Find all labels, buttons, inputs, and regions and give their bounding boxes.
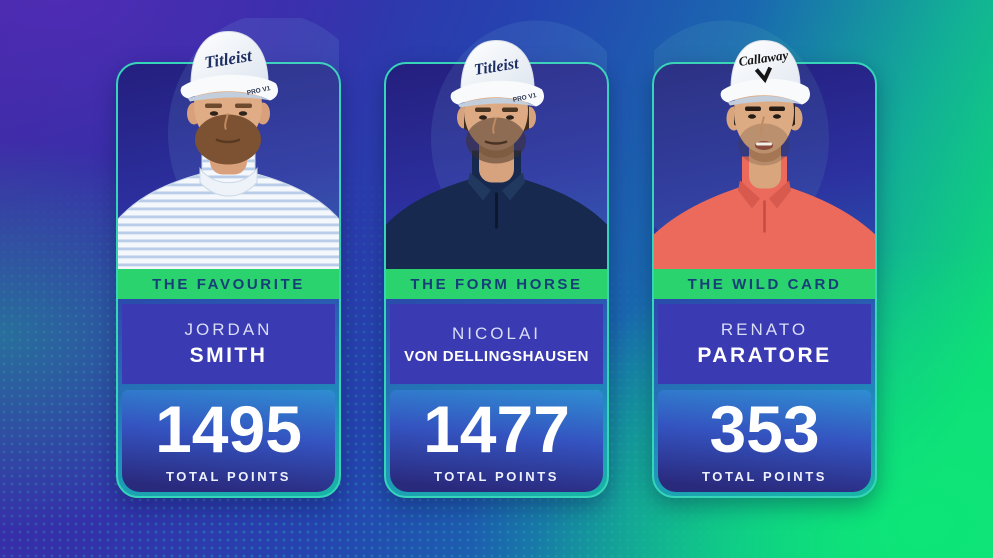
points-label: TOTAL POINTS (701, 469, 828, 485)
player-last-name: PARATORE (697, 344, 832, 367)
callaway-logo-text: Callaway (738, 47, 790, 69)
mouth (215, 138, 241, 144)
collar-left (468, 172, 491, 201)
points-value: 353 (709, 391, 820, 466)
eye-right (506, 115, 514, 120)
cap-brim-shadow (188, 92, 270, 102)
cap-brim-shadow (728, 96, 802, 106)
name-panel: JORDAN SMITH (122, 304, 335, 384)
tag-label: THE FAVOURITE (152, 275, 305, 293)
points-value: 1495 (155, 391, 302, 466)
mouth (484, 140, 508, 145)
eyebrow-left (475, 107, 491, 112)
callaway-chevron-icon (754, 66, 773, 84)
points-panel: 1495 TOTAL POINTS (122, 390, 335, 492)
name-panel: NICOLAI VON DELLINGSHAUSEN (390, 304, 603, 384)
stubble-beard (466, 117, 526, 164)
eyebrow-right (235, 103, 252, 108)
tag-banner: THE FAVOURITE (118, 269, 339, 299)
player-photo: Titleist PRO V1 (118, 18, 339, 269)
player-first-name: NICOLAI (451, 323, 542, 343)
cap-brim (720, 78, 810, 105)
points-panel: 1477 TOTAL POINTS (390, 390, 603, 492)
player-photo: Callaway (654, 18, 875, 269)
eye-left (479, 115, 487, 120)
cap-brim-shadow (458, 98, 536, 108)
points-value: 1477 (423, 391, 570, 466)
points-panel: 353 TOTAL POINTS (658, 390, 871, 492)
eye-left (748, 114, 756, 119)
teeth (756, 142, 772, 146)
eyebrow-left (745, 106, 761, 111)
eyebrow-right (502, 107, 518, 112)
collar-right (769, 180, 791, 209)
tag-banner: THE WILD CARD (654, 269, 875, 299)
collar-right (502, 172, 525, 201)
cap-side-text: PRO V1 (512, 92, 537, 104)
collar-left (738, 180, 760, 209)
eyebrow-right (769, 106, 785, 111)
cap-brim (180, 74, 278, 101)
points-label: TOTAL POINTS (165, 469, 292, 485)
golfer-illustration-renato-paratore: Callaway (654, 20, 875, 269)
nose (224, 113, 229, 130)
titleist-logo: Titleist (473, 55, 520, 79)
name-panel: RENATO PARATORE (658, 304, 871, 384)
points-label: TOTAL POINTS (433, 469, 560, 485)
golfer-illustration-jordan-smith: Titleist PRO V1 (118, 18, 339, 269)
tag-banner: THE FORM HORSE (386, 269, 607, 299)
player-last-name: VON DELLINGSHAUSEN (404, 347, 589, 365)
eye-right (773, 114, 781, 119)
player-first-name: JORDAN (184, 320, 273, 339)
nose (492, 117, 497, 134)
cap-brim (450, 80, 544, 107)
player-card-favourite: Titleist PRO V1 THE FAVOURITE JORDAN SMI… (116, 18, 341, 498)
tag-label: THE FORM HORSE (410, 275, 583, 293)
golfer-illustration-nicolai-von-dellingshausen: Titleist PRO V1 (386, 20, 607, 269)
player-card-form-horse: Titleist PRO V1 THE FORM HORSE NICOLAI V… (384, 20, 609, 498)
eye-right (238, 111, 248, 116)
beard (195, 114, 261, 165)
eye-left (209, 111, 219, 116)
cap-side-text: PRO V1 (246, 85, 271, 97)
player-card-wild-card: Callaway THE WILD CARD RENATO PARATORE 3… (652, 20, 877, 498)
tag-label: THE WILD CARD (687, 275, 842, 293)
shirt-collar (199, 166, 258, 197)
eyebrow-left (205, 103, 222, 108)
player-last-name: SMITH (189, 344, 268, 367)
player-photo: Titleist PRO V1 (386, 18, 607, 269)
nose (760, 116, 765, 135)
player-first-name: RENATO (720, 320, 809, 339)
